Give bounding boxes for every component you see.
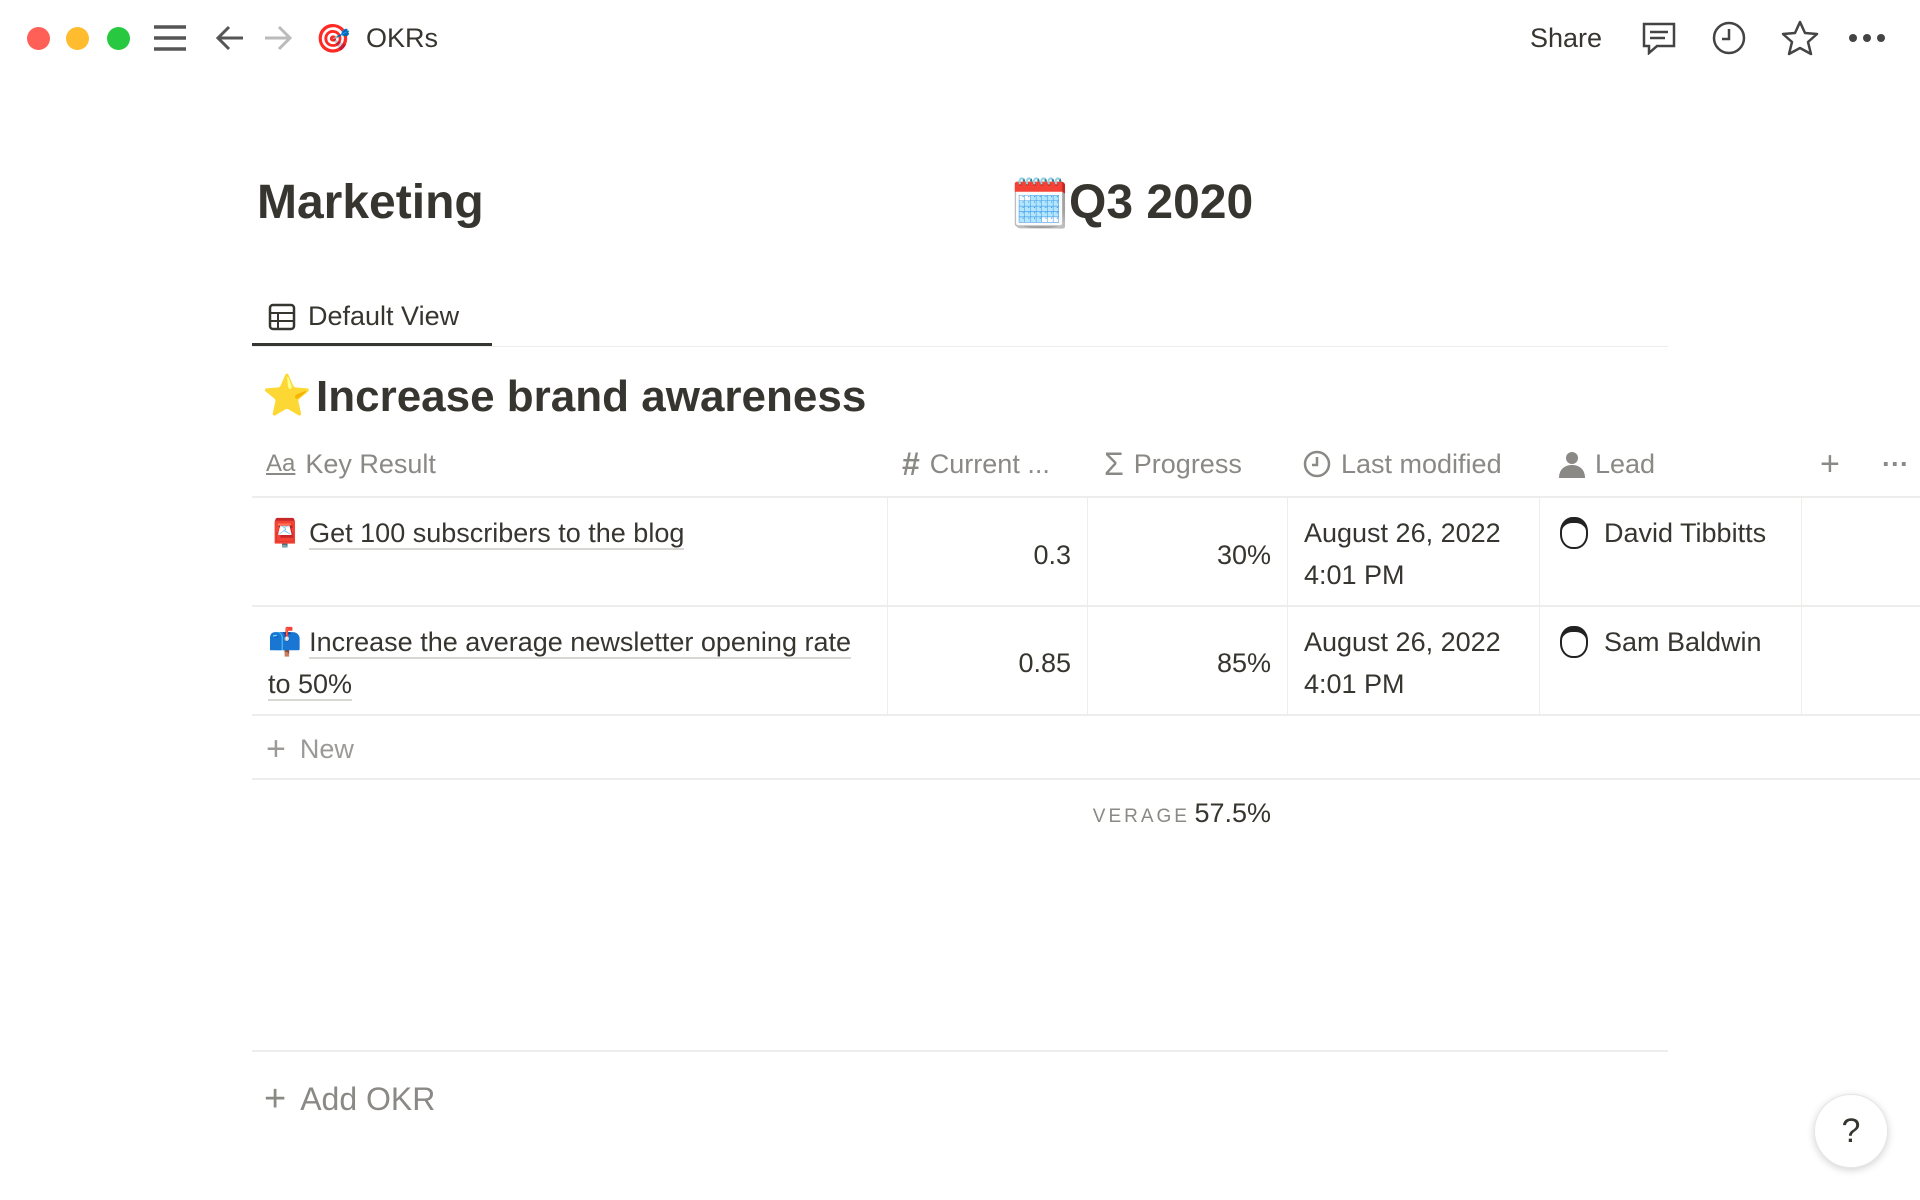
average-calculation[interactable]: VERAGE 57.5% (1087, 798, 1271, 829)
menu-icon[interactable] (150, 16, 190, 60)
column-last-modified[interactable]: Last modified (1303, 446, 1502, 482)
progress-value: 85% (1216, 648, 1271, 678)
close-window-button[interactable] (27, 27, 50, 50)
avatar (1560, 517, 1588, 549)
history-clock-icon[interactable] (1708, 16, 1750, 60)
lead-name: Sam Baldwin (1604, 627, 1762, 657)
more-options-icon[interactable] (1846, 16, 1888, 60)
maximize-window-button[interactable] (107, 27, 130, 50)
minimize-window-button[interactable] (66, 27, 89, 50)
new-label: New (299, 734, 354, 764)
person-icon (1559, 452, 1585, 478)
add-column-icon[interactable]: + (1820, 444, 1840, 483)
share-button[interactable]: Share (1530, 22, 1603, 53)
key-result-link[interactable]: Get 100 subscribers to the blog (309, 518, 685, 550)
breadcrumb-okrs[interactable]: OKRs (366, 22, 439, 53)
average-label: VERAGE (1092, 806, 1190, 827)
plus-icon: + (264, 1078, 287, 1120)
add-okr-label: Add OKR (300, 1081, 436, 1117)
back-arrow-icon[interactable] (212, 16, 248, 60)
column-label: Last modified (1341, 448, 1502, 479)
add-okr-button[interactable]: + Add OKR (264, 1078, 435, 1121)
current-value[interactable]: 0.85 (1018, 648, 1071, 678)
lead-person[interactable]: Sam Baldwin (1560, 621, 1762, 663)
column-key-result[interactable]: Aa Key Result (266, 446, 436, 482)
text-type-icon: Aa (266, 450, 296, 477)
column-current[interactable]: # Current ... (902, 446, 1050, 482)
clock-icon (1303, 450, 1331, 478)
page-title: Marketing (257, 176, 484, 229)
progress-value: 30% (1216, 540, 1271, 570)
plus-icon: + (266, 730, 286, 768)
quarter-title: Q3 2020 (1069, 176, 1254, 229)
number-icon: # (902, 445, 920, 482)
table-icon (268, 303, 296, 330)
lead-name: David Tibbitts (1604, 518, 1767, 548)
okr-title[interactable]: Increase brand awareness (316, 372, 867, 421)
star-icon: ⭐ (262, 374, 312, 418)
favorite-star-icon[interactable] (1779, 16, 1821, 60)
avatar (1560, 626, 1588, 658)
last-modified-time: 4:01 PM (1304, 560, 1405, 590)
sigma-icon: Σ (1104, 445, 1124, 482)
lead-person[interactable]: David Tibbitts (1560, 512, 1766, 554)
column-lead[interactable]: Lead (1555, 446, 1655, 482)
column-label: Progress (1133, 448, 1242, 479)
column-label: Current ... (929, 448, 1050, 479)
help-button[interactable]: ? (1814, 1094, 1888, 1168)
last-modified-time: 4:01 PM (1304, 669, 1405, 699)
tab-label: Default View (308, 301, 460, 331)
current-value[interactable]: 0.3 (1033, 540, 1071, 570)
new-row-button[interactable]: + New (266, 728, 354, 770)
comment-icon[interactable] (1638, 16, 1680, 60)
postbox-icon: 📮 (268, 518, 302, 548)
calendar-icon: 🗓️ (1010, 178, 1070, 231)
last-modified-date: August 26, 2022 (1304, 627, 1501, 657)
average-value: 57.5% (1194, 798, 1271, 828)
key-result-link[interactable]: Increase the average newsletter opening … (268, 627, 851, 701)
column-options-icon[interactable]: ··· (1882, 448, 1909, 479)
target-icon: 🎯 (315, 22, 351, 54)
last-modified-date: August 26, 2022 (1304, 518, 1501, 548)
mailbox-icon: 📫 (268, 627, 302, 657)
column-progress[interactable]: Σ Progress (1104, 446, 1242, 482)
divider (252, 346, 1668, 347)
column-label: Key Result (305, 448, 436, 479)
forward-arrow-icon[interactable] (260, 16, 296, 60)
column-label: Lead (1595, 448, 1656, 479)
tab-default-view[interactable]: Default View (252, 290, 492, 346)
